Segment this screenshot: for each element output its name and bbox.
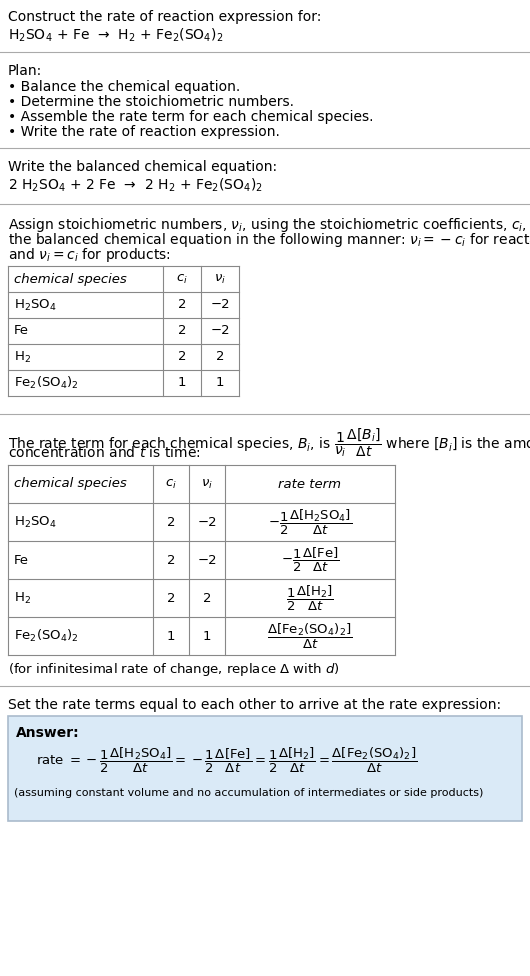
Text: $\dfrac{\Delta[\mathrm{Fe_2(SO_4)_2}]}{\Delta t}$: $\dfrac{\Delta[\mathrm{Fe_2(SO_4)_2}]}{\… bbox=[267, 622, 353, 651]
FancyBboxPatch shape bbox=[8, 716, 522, 821]
Text: $-\dfrac{1}{2}\dfrac{\Delta[\mathrm{H_2SO_4}]}{\Delta t}$: $-\dfrac{1}{2}\dfrac{\Delta[\mathrm{H_2S… bbox=[268, 508, 352, 537]
Text: chemical species: chemical species bbox=[14, 477, 127, 491]
Text: • Write the rate of reaction expression.: • Write the rate of reaction expression. bbox=[8, 125, 280, 139]
Text: The rate term for each chemical species, $B_i$, is $\dfrac{1}{\nu_i}\dfrac{\Delt: The rate term for each chemical species,… bbox=[8, 426, 530, 459]
Text: $\mathrm{Fe_2(SO_4)_2}$: $\mathrm{Fe_2(SO_4)_2}$ bbox=[14, 375, 79, 391]
Text: $\nu_i$: $\nu_i$ bbox=[214, 272, 226, 286]
Text: Set the rate terms equal to each other to arrive at the rate expression:: Set the rate terms equal to each other t… bbox=[8, 698, 501, 712]
Text: $c_i$: $c_i$ bbox=[165, 477, 177, 491]
Text: and $\nu_i = c_i$ for products:: and $\nu_i = c_i$ for products: bbox=[8, 246, 171, 264]
Text: $\mathrm{H_2SO_4}$: $\mathrm{H_2SO_4}$ bbox=[14, 514, 57, 530]
Text: Fe: Fe bbox=[14, 553, 29, 566]
Text: 2: 2 bbox=[167, 515, 175, 528]
Text: 2: 2 bbox=[216, 350, 224, 363]
Text: the balanced chemical equation in the following manner: $\nu_i = -c_i$ for react: the balanced chemical equation in the fo… bbox=[8, 231, 530, 249]
Text: $\mathrm{H_2}$: $\mathrm{H_2}$ bbox=[14, 349, 31, 365]
Text: Plan:: Plan: bbox=[8, 64, 42, 78]
Text: • Assemble the rate term for each chemical species.: • Assemble the rate term for each chemic… bbox=[8, 110, 374, 124]
Text: −2: −2 bbox=[210, 299, 230, 311]
Text: 2 $\mathrm{H_2SO_4}$ + 2 Fe  →  2 $\mathrm{H_2}$ + $\mathrm{Fe_2(SO_4)_2}$: 2 $\mathrm{H_2SO_4}$ + 2 Fe → 2 $\mathrm… bbox=[8, 177, 263, 194]
Text: • Balance the chemical equation.: • Balance the chemical equation. bbox=[8, 80, 240, 94]
Text: rate term: rate term bbox=[278, 477, 341, 491]
Text: −2: −2 bbox=[210, 324, 230, 338]
Text: concentration and $t$ is time:: concentration and $t$ is time: bbox=[8, 445, 201, 460]
Text: 1: 1 bbox=[167, 630, 175, 642]
Text: chemical species: chemical species bbox=[14, 272, 127, 286]
Text: 2: 2 bbox=[178, 299, 186, 311]
Text: $\mathrm{H_2}$: $\mathrm{H_2}$ bbox=[14, 590, 31, 605]
Text: 1: 1 bbox=[178, 377, 186, 389]
Text: $\mathrm{H_2SO_4}$ + Fe  →  $\mathrm{H_2}$ + $\mathrm{Fe_2(SO_4)_2}$: $\mathrm{H_2SO_4}$ + Fe → $\mathrm{H_2}$… bbox=[8, 27, 223, 44]
Text: Write the balanced chemical equation:: Write the balanced chemical equation: bbox=[8, 160, 277, 174]
Text: Construct the rate of reaction expression for:: Construct the rate of reaction expressio… bbox=[8, 10, 321, 24]
Text: Assign stoichiometric numbers, $\nu_i$, using the stoichiometric coefficients, $: Assign stoichiometric numbers, $\nu_i$, … bbox=[8, 216, 530, 234]
Text: 2: 2 bbox=[167, 591, 175, 604]
Text: 2: 2 bbox=[178, 324, 186, 338]
Text: • Determine the stoichiometric numbers.: • Determine the stoichiometric numbers. bbox=[8, 95, 294, 109]
Text: 1: 1 bbox=[203, 630, 211, 642]
Text: 1: 1 bbox=[216, 377, 224, 389]
Text: $\mathrm{H_2SO_4}$: $\mathrm{H_2SO_4}$ bbox=[14, 298, 57, 312]
Text: (for infinitesimal rate of change, replace $\Delta$ with $d$): (for infinitesimal rate of change, repla… bbox=[8, 661, 340, 678]
Text: rate $= -\dfrac{1}{2}\dfrac{\Delta[\mathrm{H_2SO_4}]}{\Delta t} = -\dfrac{1}{2}\: rate $= -\dfrac{1}{2}\dfrac{\Delta[\math… bbox=[36, 746, 417, 775]
Text: −2: −2 bbox=[197, 553, 217, 566]
Text: −2: −2 bbox=[197, 515, 217, 528]
Text: $c_i$: $c_i$ bbox=[176, 272, 188, 286]
Text: $\nu_i$: $\nu_i$ bbox=[201, 477, 213, 491]
Text: $\dfrac{1}{2}\dfrac{\Delta[\mathrm{H_2}]}{\Delta t}$: $\dfrac{1}{2}\dfrac{\Delta[\mathrm{H_2}]… bbox=[286, 584, 334, 613]
Text: (assuming constant volume and no accumulation of intermediates or side products): (assuming constant volume and no accumul… bbox=[14, 788, 483, 798]
Text: Fe: Fe bbox=[14, 324, 29, 338]
Text: $-\dfrac{1}{2}\dfrac{\Delta[\mathrm{Fe}]}{\Delta t}$: $-\dfrac{1}{2}\dfrac{\Delta[\mathrm{Fe}]… bbox=[281, 546, 339, 574]
Text: 2: 2 bbox=[167, 553, 175, 566]
Text: Answer:: Answer: bbox=[16, 726, 80, 740]
Text: 2: 2 bbox=[203, 591, 211, 604]
Text: $\mathrm{Fe_2(SO_4)_2}$: $\mathrm{Fe_2(SO_4)_2}$ bbox=[14, 628, 79, 644]
Text: 2: 2 bbox=[178, 350, 186, 363]
